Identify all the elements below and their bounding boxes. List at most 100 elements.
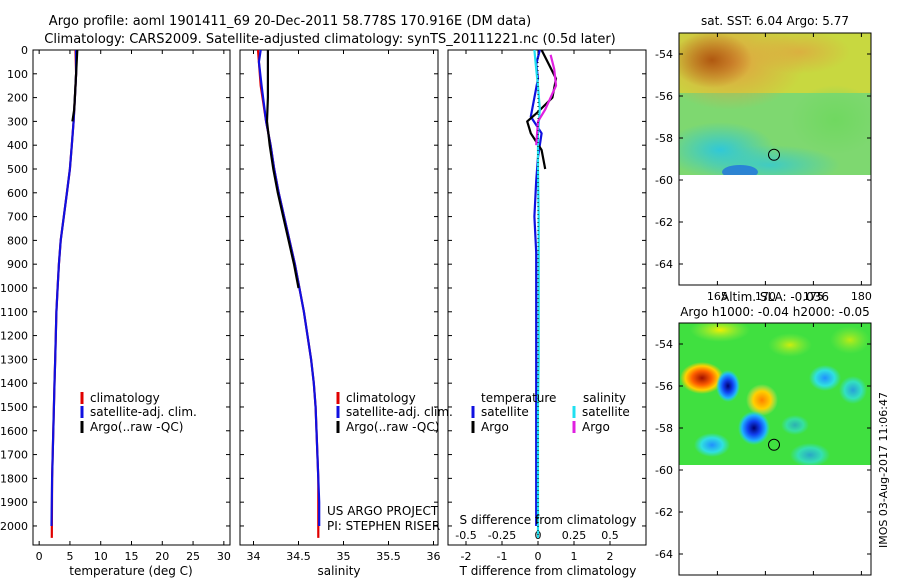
sla-low-anomaly-4 [809,365,841,391]
longitude-tick-label: 170 [755,290,776,303]
x-tick-label: 30 [217,550,231,563]
sla-low-anomaly-6 [790,443,830,465]
y-tick-label: 1500 [0,401,28,414]
temperature-legend: climatology satellite-adj. clim. Argo(..… [80,391,197,434]
y-tick-label: 800 [7,234,28,247]
series-line-salinity-argo [535,54,558,146]
legend-label-satellite-adj: satellite-adj. clim. [90,405,197,419]
legend-label-argo: Argo(..raw -QC) [90,420,183,434]
y-tick-label: 1400 [0,377,28,390]
salinity-panel-yticks [240,49,438,527]
temperature-axis-label: temperature (deg C) [69,564,192,578]
sla-high-anomaly-2 [746,384,778,416]
salinity-plot-frame [239,49,439,546]
sst-map-title: sat. SST: 6.04 Argo: 5.77 [701,14,849,28]
sst-map: sat. SST: 6.04 Argo: 5.77 165 170 175 180 -5… [655,14,872,303]
x-tick-label: 5 [66,550,73,563]
x-tick-label: 35.5 [376,550,401,563]
salinity-panel: 34 34.5 35 35.5 36 salinity climatology sate… [239,49,453,578]
figure-title-line1: Argo profile: aoml 1901411_69 20-Dec-201… [49,14,531,29]
legend-header-temperature: temperature [481,391,556,405]
x-tick-label: 34 [247,550,261,563]
x-tick-label: 20 [155,550,169,563]
legend-label-climatology: climatology [90,391,160,405]
sla-high-anomaly-3 [690,323,750,342]
figure-title-line2: Climatology: CARS2009. Satellite-adjuste… [44,32,616,47]
x-tick-label: 35 [337,550,351,563]
t-difference-axis: -2 -1 0 1 2 [461,50,614,563]
x-tick-label: -1 [497,550,508,563]
salinity-axis-label: salinity [317,564,360,578]
latitude-tick-label: -54 [655,48,673,61]
legend-label-climatology: climatology [346,391,416,405]
y-tick-label: 700 [7,211,28,224]
y-tick-label: 300 [7,115,28,128]
y-tick-label: 100 [7,68,28,81]
map-frame [678,32,872,286]
salinity-legend: climatology satellite-adj. clim. Argo(..… [336,391,453,434]
legend-label-satellite-adj: satellite-adj. clim. [346,405,453,419]
temperature-plot-frame [32,49,231,546]
latitude-tick-label: -64 [655,258,673,271]
series-line-argo-raw-qc- [71,49,79,122]
x-tick-label: 0 [36,550,43,563]
x-tick-label: 2 [607,550,614,563]
x-tick-label: 34.5 [286,550,311,563]
latitude-tick-label: -60 [655,464,673,477]
x-tick-label: 0 [535,550,542,563]
y-tick-label: 1700 [0,449,28,462]
series-line-satellite-adj-clim- [50,50,78,527]
salinity-axis: 34 34.5 35 35.5 36 [247,50,441,563]
y-tick-label: 1300 [0,353,28,366]
legend-header-salinity: salinity [583,391,626,405]
y-tick-label: 1100 [0,306,28,319]
y-tick-label: 600 [7,187,28,200]
x-tick-label: -2 [461,550,472,563]
sst-warmest-region [679,33,752,88]
t-difference-axis-label: T difference from climatology [459,564,637,578]
sla-low-anomaly-5 [839,376,867,404]
y-tick-label: 1900 [0,496,28,509]
sst-heatmap [679,33,871,175]
salinity-series [256,49,321,538]
y-tick-label: 200 [7,92,28,105]
y-tick-label: 500 [7,163,28,176]
legend-label-temp-satellite: satellite [481,405,529,419]
series-line-temperature-satellite [529,49,543,526]
y-tick-label: 0 [21,44,28,57]
difference-panel: -2 -1 0 1 2 -0.5 -0.25 0 0.25 0.5 T difference f… [447,49,647,578]
sst-green-region [790,85,871,155]
latitude-tick-label: -64 [655,548,673,561]
series-line-argo-raw-qc- [265,50,300,289]
sla-high-anomaly-5 [830,326,870,354]
x-tick-label: 36 [427,550,441,563]
y-tick-label: 1600 [0,425,28,438]
difference-series [526,49,558,538]
sla-high-anomaly-4 [768,333,812,357]
sla-heatmap [679,323,871,465]
project-annotation: US ARGO PROJECT [327,504,439,518]
latitude-tick-label: -56 [655,90,673,103]
difference-plot-frame [447,49,647,546]
argo-position-marker [768,148,780,161]
sla-map-subtitle: Argo h1000: -0.04 h2000: -0.05 [680,305,870,319]
sla-low-anomaly-2 [738,411,770,445]
s-diff-tick-label: 0.5 [601,529,619,542]
argo-position-marker [768,438,780,451]
legend-label-sal-satellite: satellite [582,405,630,419]
x-tick-label: 15 [125,550,139,563]
y-tick-label: 900 [7,258,28,271]
pressure-axis: 0 100 200 300 400 500 600 700 800 900 1000 1100 1200… [0,44,230,533]
legend-label-temp-argo: Argo [481,420,509,434]
legend-label-argo: Argo(..raw -QC) [346,420,439,434]
sla-map: Altim. SLA: -0.036 Argo h1000: -0.04 h20… [655,290,872,576]
sla-low-anomaly-1 [716,370,740,402]
longitude-tick-label: 180 [851,290,872,303]
x-tick-label: 1 [571,550,578,563]
s-difference-axis-label: S difference from climatology [460,513,637,527]
latitude-tick-label: -54 [655,338,673,351]
map-frame [678,322,872,576]
temperature-axis: 0 5 10 15 20 25 30 [36,50,231,563]
sla-low-anomaly-7 [781,415,809,435]
